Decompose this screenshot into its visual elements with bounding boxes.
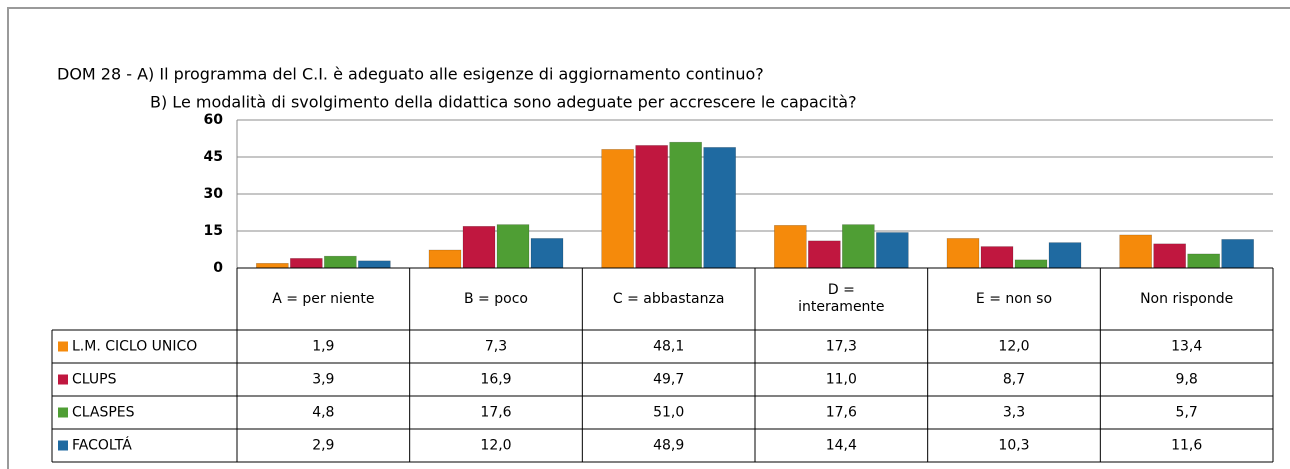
legend-label: CLASPES [72,405,135,421]
data-label: 2,9 [312,438,334,454]
x-tick-label: C = abbastanza [612,290,725,307]
data-label: 17,3 [826,339,857,355]
bar [703,147,736,269]
y-tick-label: 60 [204,112,224,128]
bar [774,225,807,269]
bar [1221,239,1254,269]
data-label: 12,0 [480,438,511,454]
data-label: 49,7 [653,372,684,388]
legend-label: FACOLTÁ [72,437,132,454]
data-label: 4,8 [312,405,334,421]
data-label: 51,0 [653,405,684,421]
x-tick-label: D = interamente [798,282,885,315]
data-label: 13,4 [1171,339,1202,355]
category-cell: A = per niente [272,290,375,307]
frame [7,7,1290,469]
bar [842,224,875,269]
bar [324,255,357,269]
legend-label: L.M. CICLO UNICO [72,339,197,355]
data-label: 10,3 [998,438,1029,454]
bar [946,238,980,269]
data-label: 11,0 [826,372,857,388]
y-tick-label: 0 [213,260,223,276]
bar [1187,253,1220,269]
data-label: 9,8 [1176,372,1198,388]
chart-subtitle: B) Le modalità di svolgimento della dida… [150,93,857,112]
data-label: 14,4 [826,438,857,454]
data-label: 48,9 [653,438,684,454]
data-label: 17,6 [826,405,857,421]
x-tick-label: B = poco [464,290,528,307]
bar [358,260,391,269]
bar [1014,259,1048,269]
bar [428,249,462,269]
x-tick-label: E = non so [975,290,1053,307]
x-tick-label: Non risponde [1140,290,1234,307]
bar [462,226,496,269]
legend-swatch [58,440,68,451]
legend-swatch [58,407,68,418]
bar [1119,234,1152,269]
category-cell: E = non so [975,290,1053,307]
legend-swatch [58,374,68,385]
category-cell: D = interamente [798,282,885,315]
category-cell: Non risponde [1140,290,1234,307]
bar [530,238,564,269]
data-label: 16,9 [480,372,511,388]
data-label: 12,0 [998,339,1029,355]
bar [980,246,1014,269]
legend-swatch [58,341,68,352]
bar [290,258,323,269]
bar [1048,242,1082,269]
category-cell: C = abbastanza [612,290,725,307]
data-label: 5,7 [1176,405,1198,421]
bar [876,232,909,269]
data-label: 11,6 [1171,438,1202,454]
bar [496,224,530,269]
data-label: 3,9 [312,372,334,388]
bar [669,141,702,269]
category-cell: B = poco [464,290,528,307]
data-label: 1,9 [312,339,334,355]
data-label: 17,6 [480,405,511,421]
bar [1153,243,1186,269]
y-tick-label: 30 [204,186,224,202]
bar [808,240,841,269]
bar [635,145,668,269]
bar [601,149,634,269]
data-label: 3,3 [1003,405,1025,421]
data-label: 48,1 [653,339,684,355]
chart-title: DOM 28 - A) Il programma del C.I. è adeg… [57,65,764,84]
y-tick-label: 45 [204,149,223,165]
x-tick-label: A = per niente [272,290,375,307]
legend-label: CLUPS [72,372,117,388]
data-label: 7,3 [485,339,507,355]
y-tick-label: 15 [204,223,223,239]
data-label: 8,7 [1003,372,1025,388]
